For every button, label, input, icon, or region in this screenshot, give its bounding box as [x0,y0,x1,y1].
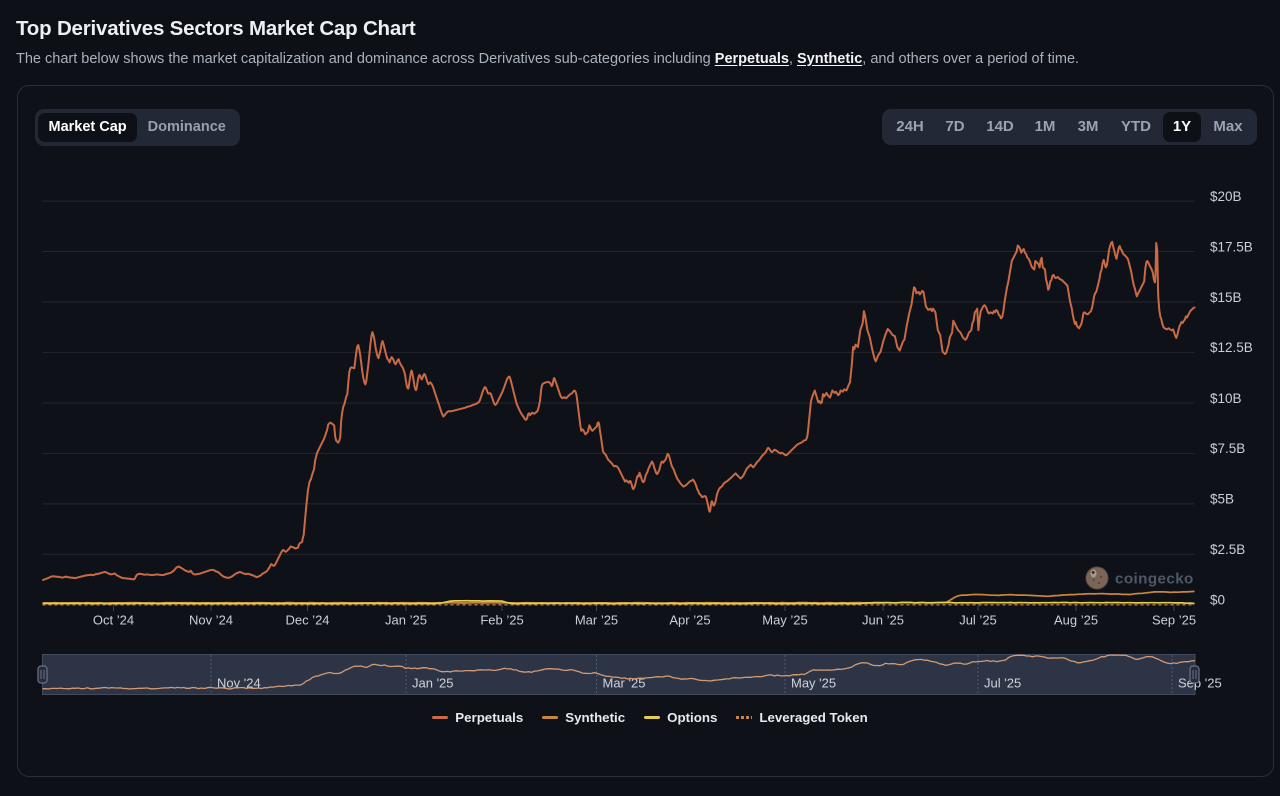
svg-text:Oct ’24: Oct ’24 [93,613,134,628]
svg-text:$20B: $20B [1210,189,1242,204]
svg-text:Dec ’24: Dec ’24 [285,613,329,628]
svg-text:$7.5B: $7.5B [1210,441,1245,456]
svg-text:$5B: $5B [1210,492,1234,507]
svg-text:May '25: May '25 [791,676,836,691]
svg-text:Aug ’25: Aug ’25 [1054,613,1098,628]
svg-text:$2.5B: $2.5B [1210,542,1245,557]
svg-text:Sep '25: Sep '25 [1178,676,1222,691]
svg-text:$15B: $15B [1210,290,1242,305]
svg-text:coingecko: coingecko [1115,571,1194,588]
svg-text:Sep ’25: Sep ’25 [1152,613,1196,628]
svg-text:May ’25: May ’25 [762,613,808,628]
svg-text:$0: $0 [1210,593,1225,608]
svg-text:Nov ’24: Nov ’24 [189,613,233,628]
svg-text:Jul ’25: Jul ’25 [959,613,997,628]
svg-text:Jan ’25: Jan ’25 [385,613,427,628]
svg-text:Jan '25: Jan '25 [412,676,454,691]
svg-text:Apr ’25: Apr ’25 [669,613,710,628]
svg-text:Jun ’25: Jun ’25 [862,613,904,628]
svg-text:Mar ’25: Mar ’25 [575,613,618,628]
svg-text:$10B: $10B [1210,391,1242,406]
svg-text:Nov '24: Nov '24 [217,676,261,691]
svg-text:$12.5B: $12.5B [1210,340,1253,355]
svg-text:$17.5B: $17.5B [1210,239,1253,254]
svg-text:Jul '25: Jul '25 [984,676,1021,691]
svg-text:Feb ’25: Feb ’25 [480,613,523,628]
